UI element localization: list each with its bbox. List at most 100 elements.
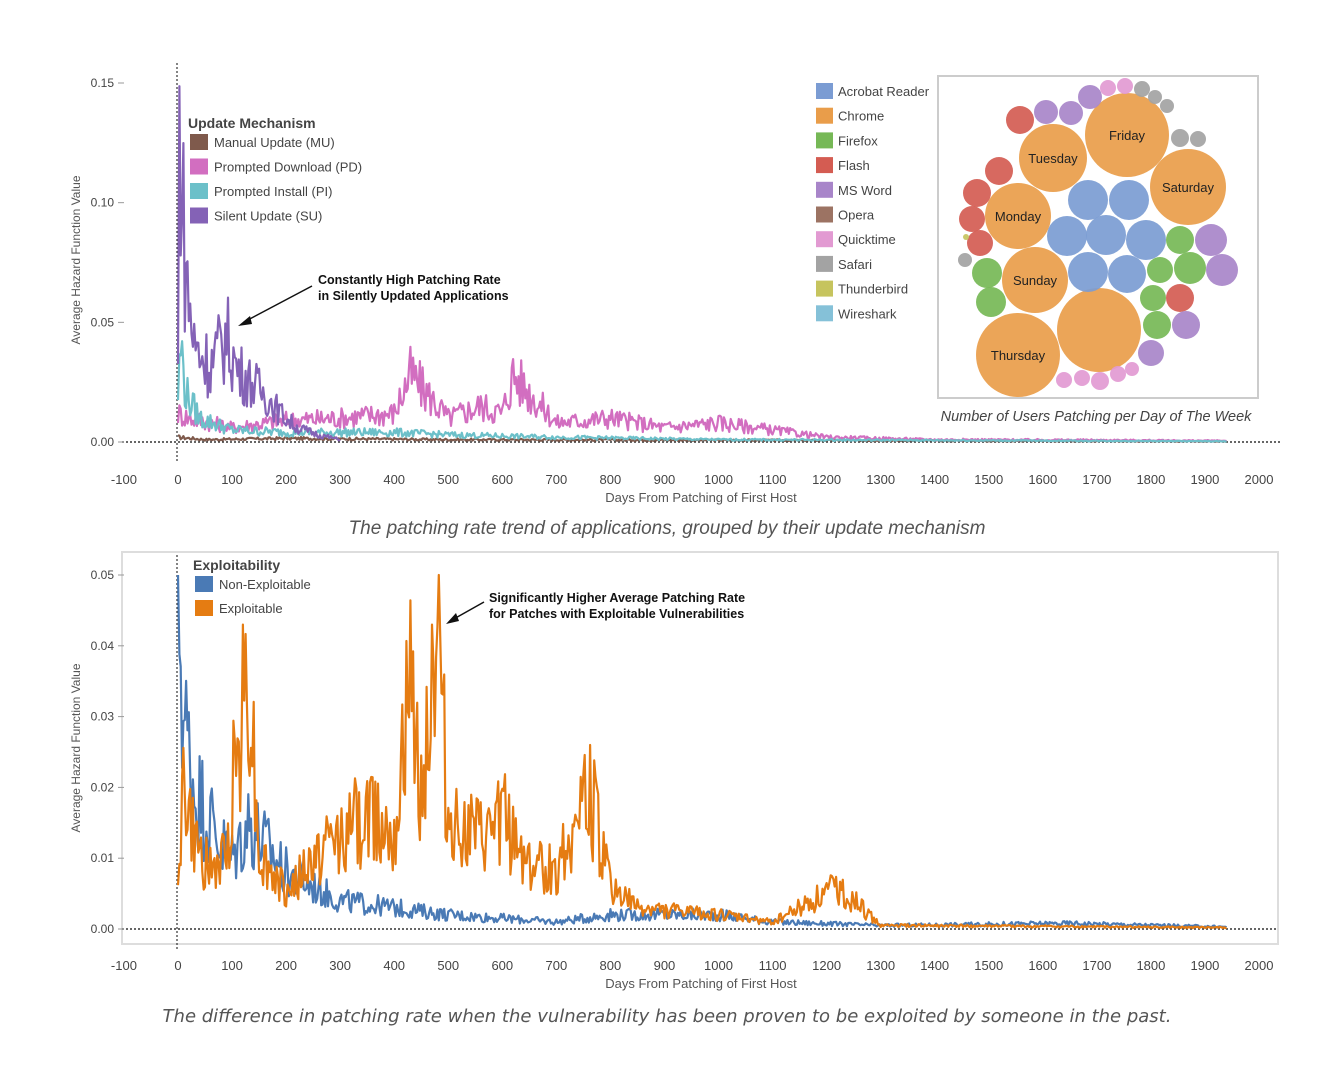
x-tick-label: 0 — [174, 472, 181, 487]
y-tick-label: 0.10 — [91, 196, 115, 210]
series-line-non-exploitable — [176, 574, 1228, 929]
bubble-acrobat-reader — [1108, 255, 1146, 293]
x-tick-label: 1800 — [1136, 958, 1165, 973]
bubble-safari — [1148, 90, 1162, 104]
x-tick-label: 1100 — [759, 958, 787, 973]
bubble-firefox — [1147, 257, 1173, 283]
legend-swatch — [190, 207, 208, 224]
bubble-chrome — [976, 313, 1060, 397]
x-tick-label: 1500 — [974, 958, 1003, 973]
x-tick-label: 700 — [545, 472, 567, 487]
annotation-line-2: in Silently Updated Applications — [318, 289, 509, 303]
x-tick-label: 900 — [654, 472, 676, 487]
bubble-inset: Acrobat Reader Chrome Firefox Flash MS Word O… — [816, 75, 1259, 425]
bubble-thunderbird — [963, 234, 969, 240]
bubble-chrome — [1150, 149, 1226, 225]
annotation-arrowhead — [446, 613, 459, 624]
legend-title: Update Mechanism — [188, 115, 316, 131]
legend-swatch — [195, 600, 213, 616]
bubble-quicktime — [1125, 362, 1139, 376]
bubble-quicktime — [1074, 370, 1090, 386]
bubble-quicktime — [1091, 372, 1109, 390]
bubble-acrobat-reader — [1068, 180, 1108, 220]
inset-legend-label: Firefox — [838, 133, 878, 148]
bubble-safari — [1160, 99, 1174, 113]
bubble-cluster: Friday Tuesday Saturday Monday Sunday Thursda… — [958, 78, 1238, 397]
annotation-line-2: for Patches with Exploitable Vulnerabili… — [489, 607, 744, 621]
legend-label: Prompted Install (PI) — [214, 184, 333, 199]
bubble-chrome — [1019, 124, 1087, 192]
bubble-ms-word — [1034, 100, 1058, 124]
bubble-day-label: Sunday — [1013, 273, 1058, 288]
bubble-flash — [985, 157, 1013, 185]
inset-legend-label: Quicktime — [838, 232, 896, 247]
x-tick-label: 600 — [491, 958, 513, 973]
y-tick-label: 0.00 — [91, 922, 115, 936]
bubble-day-label: Tuesday — [1028, 151, 1078, 166]
bubble-firefox — [1140, 285, 1166, 311]
inset-legend-label: Acrobat Reader — [838, 84, 930, 99]
y-tick-label: 0.05 — [91, 315, 115, 329]
bubble-quicktime — [1110, 366, 1126, 382]
x-tick-label: 900 — [654, 958, 676, 973]
x-tick-label: 1400 — [920, 472, 949, 487]
x-tick-label: 800 — [600, 472, 622, 487]
x-tick-label: 2000 — [1245, 958, 1274, 973]
inset-legend-swatch — [816, 132, 833, 149]
series-line-prompted-install-pi — [176, 340, 1227, 443]
legend-label: Exploitable — [219, 601, 283, 616]
legend-label: Prompted Download (PD) — [214, 160, 362, 175]
x-tick-label: 1900 — [1190, 958, 1219, 973]
inset-legend-label: Flash — [838, 158, 870, 173]
x-tick-label: 800 — [600, 958, 622, 973]
y-axis-label: Average Hazard Function Value — [69, 175, 83, 344]
legend-title: Exploitability — [193, 557, 280, 573]
x-tick-label: 1700 — [1082, 958, 1111, 973]
chart-top: 0.00 0.05 0.10 0.15 -100 0 100 200 300 400 500 600 7… — [69, 63, 1280, 505]
legend-swatch — [195, 576, 213, 592]
y-tick-label: 0.05 — [91, 568, 115, 582]
y-tick-label: 0.04 — [91, 639, 115, 653]
inset-legend-label: MS Word — [838, 183, 892, 198]
bubble-ms-word — [1059, 101, 1083, 125]
inset-caption: Number of Users Patching per Day of The … — [941, 409, 1253, 425]
bubble-safari — [958, 253, 972, 267]
x-tick-label: 500 — [437, 958, 459, 973]
x-tick-label: 1500 — [974, 472, 1003, 487]
x-axis-label: Days From Patching of First Host — [605, 976, 797, 991]
bubble-ms-word — [1195, 224, 1227, 256]
inset-legend-label: Chrome — [838, 109, 884, 124]
caption-top: The patching rate trend of applications,… — [348, 518, 986, 539]
bubble-flash — [959, 206, 985, 232]
x-tick-label: 500 — [437, 472, 459, 487]
bubble-ms-word — [1138, 340, 1164, 366]
y-axis-label: Average Hazard Function Value — [69, 663, 83, 832]
x-tick-label: 2000 — [1245, 472, 1274, 487]
y-tick-label: 0.01 — [91, 851, 115, 865]
legend-exploitability: Exploitability Non-Exploitable Exploitabl… — [193, 557, 311, 616]
x-tick-label: 100 — [221, 472, 243, 487]
bubble-firefox — [1174, 252, 1206, 284]
bubble-day-label: Thursday — [991, 348, 1046, 363]
bubble-acrobat-reader — [1047, 216, 1087, 256]
chart-bottom: 0.00 0.01 0.02 0.03 0.04 0.05 -100 0 100 200 300 40… — [69, 551, 1279, 991]
legend-swatch — [190, 158, 208, 175]
x-tick-label: 600 — [491, 472, 513, 487]
x-tick-label: 400 — [383, 958, 405, 973]
bubble-ms-word — [1172, 311, 1200, 339]
bubble-flash — [1006, 106, 1034, 134]
bubble-quicktime — [1100, 80, 1116, 96]
inset-legend-label: Wireshark — [838, 306, 897, 321]
bubble-day-label: Friday — [1109, 128, 1146, 143]
inset-legend-swatch — [816, 83, 833, 99]
x-tick-label: 100 — [221, 958, 243, 973]
legend-update-mechanism: Update Mechanism Manual Update (MU) Promp… — [188, 115, 362, 224]
x-tick-label: 1200 — [812, 472, 841, 487]
inset-legend-label: Thunderbird — [838, 282, 908, 297]
x-tick-label: 400 — [383, 472, 405, 487]
inset-legend-swatch — [816, 305, 833, 322]
bubble-ms-word — [1078, 85, 1102, 109]
x-tick-label: 1300 — [866, 958, 895, 973]
x-tick-label: -100 — [111, 958, 137, 973]
